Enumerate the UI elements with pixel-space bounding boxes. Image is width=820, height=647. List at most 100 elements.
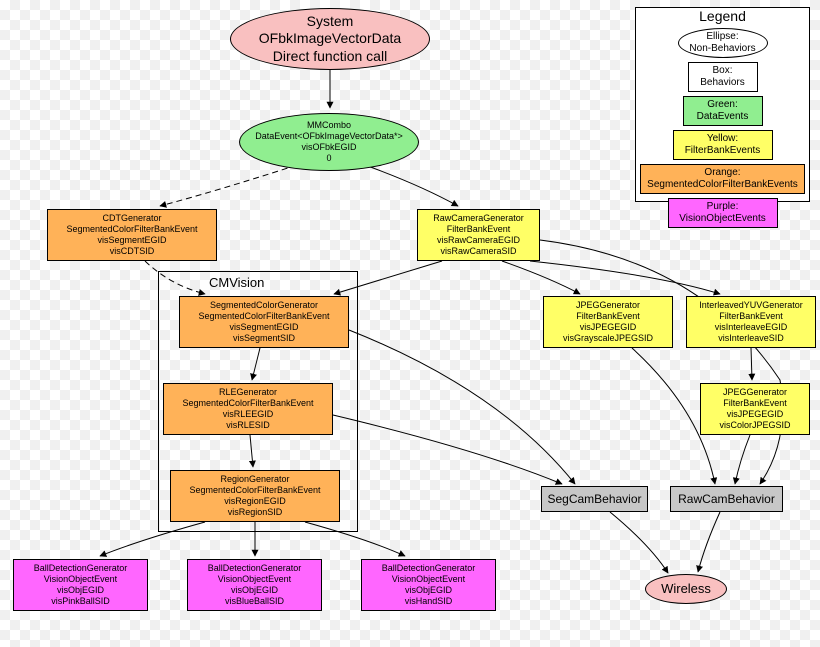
node-text-line: SegmentedColorGenerator <box>210 300 318 311</box>
legend-title: Legend <box>636 8 809 24</box>
legend-item-line: Ellipse: <box>683 31 763 43</box>
node-text-line: FilterBankEvent <box>447 224 511 235</box>
edge-jpeg2-rawcambeh <box>735 435 750 484</box>
node-segcolor: SegmentedColorGeneratorSegmentedColorFil… <box>179 296 349 348</box>
edge-segcambeh-wireless <box>610 512 668 573</box>
legend-item: Box:Behaviors <box>688 62 758 92</box>
node-ball3: BallDetectionGeneratorVisionObjectEventv… <box>361 559 496 611</box>
node-text-line: visRLESID <box>226 420 270 431</box>
edge-mmcombo-rawcam <box>365 165 458 206</box>
node-text-line: VisionObjectEvent <box>218 574 291 585</box>
node-text-line: visObjEGID <box>57 585 104 596</box>
node-text-line: FilterBankEvent <box>576 311 640 322</box>
legend-item-line: Orange: <box>645 167 800 179</box>
node-text-line: visObjEGID <box>405 585 452 596</box>
legend-item-line: Non-Behaviors <box>683 43 763 55</box>
legend-item: Green:DataEvents <box>683 96 763 126</box>
group-title: CMVision <box>209 275 264 290</box>
node-segcambeh: SegCamBehavior <box>541 486 648 512</box>
legend-item-line: VisionObjectEvents <box>673 213 773 225</box>
node-interleaved: InterleavedYUVGeneratorFilterBankEventvi… <box>686 296 816 348</box>
node-text-line: JPEGGenerator <box>723 387 787 398</box>
legend-item-line: Behaviors <box>693 77 753 89</box>
node-text-line: System <box>307 13 354 31</box>
node-text-line: SegCamBehavior <box>547 492 641 507</box>
node-text-line: RLEGenerator <box>219 387 277 398</box>
edge-interleaved-jpeg2 <box>751 348 752 380</box>
node-text-line: SegmentedColorFilterBankEvent <box>182 398 313 409</box>
node-text-line: visOFbkEGID <box>301 142 356 153</box>
legend-item-line: SegmentedColorFilterBankEvents <box>645 179 800 191</box>
legend-item: Purple:VisionObjectEvents <box>668 198 778 228</box>
node-text-line: SegmentedColorFilterBankEvent <box>189 485 320 496</box>
node-text-line: visSegmentEGID <box>97 235 166 246</box>
node-rle: RLEGeneratorSegmentedColorFilterBankEven… <box>163 383 333 435</box>
node-text-line: RawCameraGenerator <box>433 213 524 224</box>
node-text-line: visInterleaveEGID <box>715 322 788 333</box>
node-text-line: visRLEEGID <box>223 409 274 420</box>
node-region: RegionGeneratorSegmentedColorFilterBankE… <box>170 470 340 522</box>
node-text-line: BallDetectionGenerator <box>208 563 302 574</box>
node-text-line: visPinkBallSID <box>51 596 110 607</box>
edge-mmcombo-cdt <box>160 165 297 206</box>
legend-box: Legend Ellipse:Non-Behaviors Box:Behavior… <box>635 7 810 202</box>
edge-rawcambeh-wireless <box>698 512 720 572</box>
node-text-line: CDTGenerator <box>102 213 161 224</box>
node-text-line: visGrayscaleJPEGSID <box>563 333 653 344</box>
node-text-line: visRawCameraSID <box>440 246 516 257</box>
node-text-line: VisionObjectEvent <box>44 574 117 585</box>
node-text-line: visSegmentEGID <box>229 322 298 333</box>
node-text-line: visSegmentSID <box>233 333 295 344</box>
node-text-line: BallDetectionGenerator <box>34 563 128 574</box>
node-text-line: visColorJPEGSID <box>719 420 790 431</box>
node-text-line: visInterleaveSID <box>718 333 784 344</box>
node-text-line: visJPEGEGID <box>727 409 784 420</box>
legend-item-line: Box: <box>693 65 753 77</box>
legend-item-line: Purple: <box>673 201 773 213</box>
node-text-line: visJPEGEGID <box>580 322 637 333</box>
legend-item: Ellipse:Non-Behaviors <box>678 28 768 58</box>
node-text-line: visCDTSID <box>110 246 155 257</box>
node-text-line: FilterBankEvent <box>723 398 787 409</box>
node-text-line: JPEGGenerator <box>576 300 640 311</box>
node-text-line: visRegionSID <box>228 507 283 518</box>
node-text-line: visHandSID <box>405 596 453 607</box>
edge-rawcam-rawcambeh <box>540 240 783 484</box>
node-text-line: RegionGenerator <box>220 474 289 485</box>
edge-rawcam-interleaved <box>530 261 720 294</box>
node-text-line: FilterBankEvent <box>719 311 783 322</box>
node-ball1: BallDetectionGeneratorVisionObjectEventv… <box>13 559 148 611</box>
node-text-line: visBlueBallSID <box>225 596 284 607</box>
node-text-line: Direct function call <box>273 48 387 66</box>
legend-item-line: FilterBankEvents <box>678 145 768 157</box>
edge-rawcam-jpeg1 <box>502 261 580 294</box>
node-jpeg2: JPEGGeneratorFilterBankEventvisJPEGEGIDv… <box>700 383 810 435</box>
edge-rle-segcambeh <box>333 415 562 484</box>
node-mmcombo: MMComboDataEvent<OFbkImageVectorData*>vi… <box>239 113 419 171</box>
legend-item-line: DataEvents <box>688 111 758 123</box>
node-ball2: BallDetectionGeneratorVisionObjectEventv… <box>187 559 322 611</box>
node-text-line: 0 <box>326 153 331 164</box>
node-text-line: visRawCameraEGID <box>437 235 520 246</box>
legend-item: Orange:SegmentedColorFilterBankEvents <box>640 164 805 194</box>
node-system: SystemOFbkImageVectorDataDirect function… <box>230 8 430 70</box>
node-text-line: InterleavedYUVGenerator <box>699 300 803 311</box>
node-jpeg1: JPEGGeneratorFilterBankEventvisJPEGEGIDv… <box>543 296 673 348</box>
node-text-line: DataEvent<OFbkImageVectorData*> <box>255 131 403 142</box>
node-rawcambeh: RawCamBehavior <box>670 486 783 512</box>
node-text-line: MMCombo <box>307 120 351 131</box>
node-cdt: CDTGeneratorSegmentedColorFilterBankEven… <box>47 209 217 261</box>
legend-item-line: Yellow: <box>678 133 768 145</box>
node-text-line: Wireless <box>661 581 711 597</box>
node-text-line: OFbkImageVectorData <box>259 30 401 48</box>
node-text-line: BallDetectionGenerator <box>382 563 476 574</box>
legend-item: Yellow:FilterBankEvents <box>673 130 773 160</box>
node-text-line: SegmentedColorFilterBankEvent <box>198 311 329 322</box>
legend-item-line: Green: <box>688 99 758 111</box>
node-text-line: SegmentedColorFilterBankEvent <box>66 224 197 235</box>
node-text-line: VisionObjectEvent <box>392 574 465 585</box>
edge-segcolor-segcambeh <box>349 330 575 484</box>
node-text-line: RawCamBehavior <box>678 492 775 507</box>
node-text-line: visRegionEGID <box>224 496 286 507</box>
node-text-line: visObjEGID <box>231 585 278 596</box>
